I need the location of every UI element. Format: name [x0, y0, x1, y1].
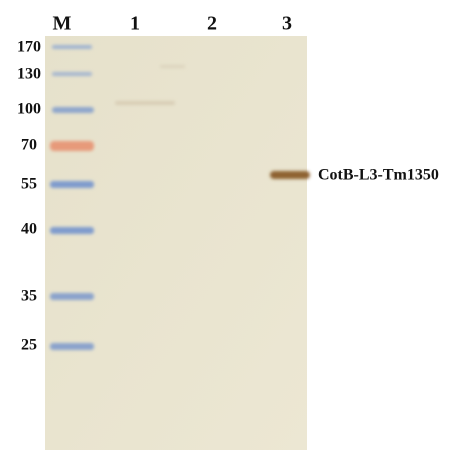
marker-size: 40	[21, 221, 37, 238]
marker-size: 35	[21, 288, 37, 305]
lane-label: 2	[207, 13, 217, 35]
marker-band	[52, 45, 92, 49]
marker-band	[50, 227, 94, 234]
marker-size: 70	[21, 137, 37, 154]
membrane	[45, 36, 307, 450]
marker-band	[50, 181, 94, 188]
marker-band	[50, 343, 94, 350]
marker-size: 130	[17, 66, 41, 83]
target-band	[270, 171, 310, 179]
blot-figure: M 1 2 3 170 130 100 70 55 40 35 25 CotB-…	[0, 0, 469, 455]
marker-size: 100	[17, 101, 41, 118]
marker-band	[50, 293, 94, 300]
marker-band	[52, 72, 92, 76]
marker-band	[50, 141, 94, 151]
faint-band	[160, 65, 185, 68]
marker-size: 55	[21, 176, 37, 193]
marker-size: 25	[21, 337, 37, 354]
marker-size: 170	[17, 39, 41, 56]
lane-label: 3	[282, 13, 292, 35]
band-label: CotB-L3-Tm1350	[318, 167, 439, 184]
lane-label: M	[53, 13, 72, 35]
faint-band	[115, 101, 175, 105]
lane-label: 1	[130, 13, 140, 35]
marker-band	[52, 107, 94, 113]
